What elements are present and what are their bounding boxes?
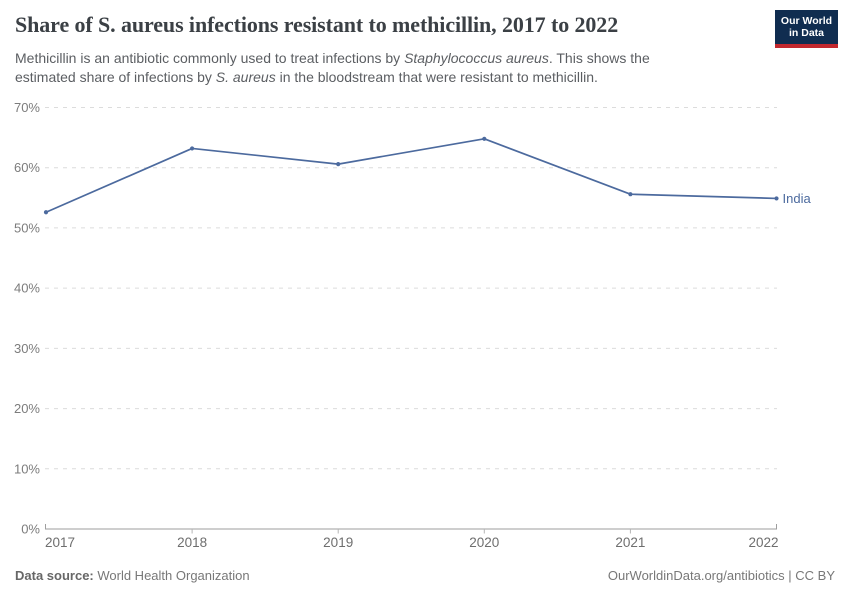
x-tick-label: 2018 <box>177 535 207 550</box>
x-tick-label: 2021 <box>615 535 645 550</box>
credit-link[interactable]: OurWorldinData.org/antibiotics | CC BY <box>607 568 835 583</box>
data-point <box>336 162 341 167</box>
y-tick-label: 10% <box>14 461 40 476</box>
x-tick-label: 2022 <box>748 535 778 550</box>
y-tick-label: 30% <box>14 341 40 356</box>
data-source: Data source: World Health Organization <box>15 568 250 583</box>
y-tick-label: 0% <box>21 522 40 537</box>
owid-logo[interactable]: Our World in Data <box>775 10 838 48</box>
y-tick-label: 20% <box>14 401 40 416</box>
y-tick-label: 40% <box>14 281 40 296</box>
data-point <box>43 210 49 215</box>
data-point <box>190 146 195 151</box>
x-tick-label: 2020 <box>469 535 499 550</box>
subtitle-species-italic: Staphylococcus aureus <box>404 50 549 66</box>
y-tick-label: 70% <box>14 100 40 115</box>
data-point <box>482 136 487 141</box>
data-source-label: Data source: <box>15 568 94 583</box>
subtitle-species-italic: S. aureus <box>215 68 276 85</box>
owid-logo-line2: in Data <box>788 27 824 39</box>
data-source-value: World Health Organization <box>93 568 250 583</box>
chart-subtitle: Methicillin is an antibiotic commonly us… <box>15 49 710 87</box>
series-line <box>45 137 778 214</box>
chart-title: Share of S. aureus infections resistant … <box>15 12 619 37</box>
owid-logo-line1: Our World <box>780 15 833 27</box>
series-end-label: India <box>783 191 812 206</box>
x-tick-label: 2017 <box>45 535 75 550</box>
subtitle-text: Methicillin is an antibiotic commonly us… <box>15 50 405 66</box>
subtitle-text: in the bloodstream that were resistant t… <box>275 68 598 85</box>
subtitle-text: . This shows the estimated share of infe… <box>15 50 650 85</box>
y-tick-label: 50% <box>14 220 40 235</box>
data-point <box>774 196 779 201</box>
data-point <box>628 192 633 197</box>
x-tick-label: 2019 <box>323 535 353 550</box>
y-tick-label: 60% <box>14 160 40 175</box>
